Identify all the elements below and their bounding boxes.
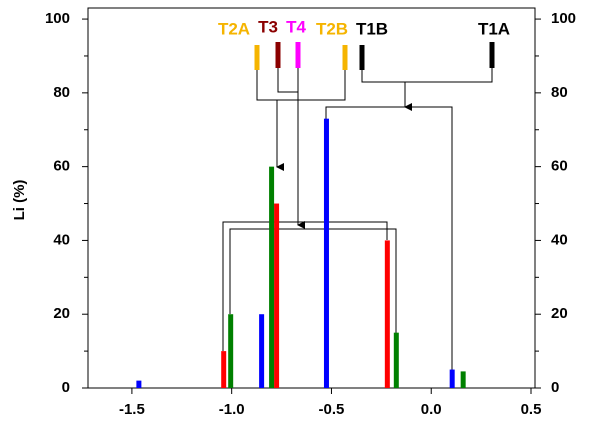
- bar: [323, 118, 329, 388]
- y-tick-label: 100: [45, 10, 70, 27]
- plot-frame: [87, 7, 536, 389]
- bar: [274, 203, 280, 388]
- bar: [221, 351, 227, 388]
- bar: [460, 371, 466, 388]
- y2-tick-label: 80: [551, 84, 568, 101]
- x-tick-label: -0.5: [319, 401, 345, 418]
- bracket: [361, 68, 493, 83]
- bar: [384, 240, 390, 388]
- bracket: [222, 221, 388, 351]
- bracket: [277, 68, 299, 93]
- x-tick-label: 0.0: [421, 401, 442, 418]
- bar: [449, 369, 455, 388]
- bar: [136, 380, 142, 388]
- y2-tick-label: 60: [551, 158, 568, 175]
- y2-tick-label: 20: [551, 305, 568, 322]
- annotation-label: T2B: [316, 19, 348, 38]
- x-tick-label: -1.0: [219, 401, 245, 418]
- y-tick-label: 60: [53, 158, 70, 175]
- y-tick-label: 0: [62, 379, 70, 396]
- annotation-label: T3: [258, 17, 278, 36]
- bar: [393, 332, 399, 388]
- bar: [269, 166, 275, 388]
- annotation-label: T2A: [218, 19, 250, 38]
- x-tick-label: 0.5: [521, 401, 542, 418]
- annotation-label: T1B: [356, 19, 388, 38]
- y-tick-label: 40: [53, 231, 70, 248]
- y2-tick-label: 0: [551, 379, 559, 396]
- bracket: [229, 228, 397, 334]
- annotation-label: T4: [286, 17, 306, 36]
- x-tick-label: -1.5: [119, 401, 145, 418]
- annotation-label: T1A: [478, 19, 510, 38]
- brackets: [222, 68, 493, 370]
- bracket: [256, 70, 346, 101]
- y-tick-label: 80: [53, 84, 70, 101]
- y2-tick-label: 100: [551, 10, 576, 27]
- y-tick-label: 20: [53, 305, 70, 322]
- bracket: [325, 106, 453, 370]
- bar: [228, 314, 234, 388]
- bar: [259, 314, 265, 388]
- y-axis-label: Li (%): [11, 180, 28, 221]
- y2-tick-label: 40: [551, 231, 568, 248]
